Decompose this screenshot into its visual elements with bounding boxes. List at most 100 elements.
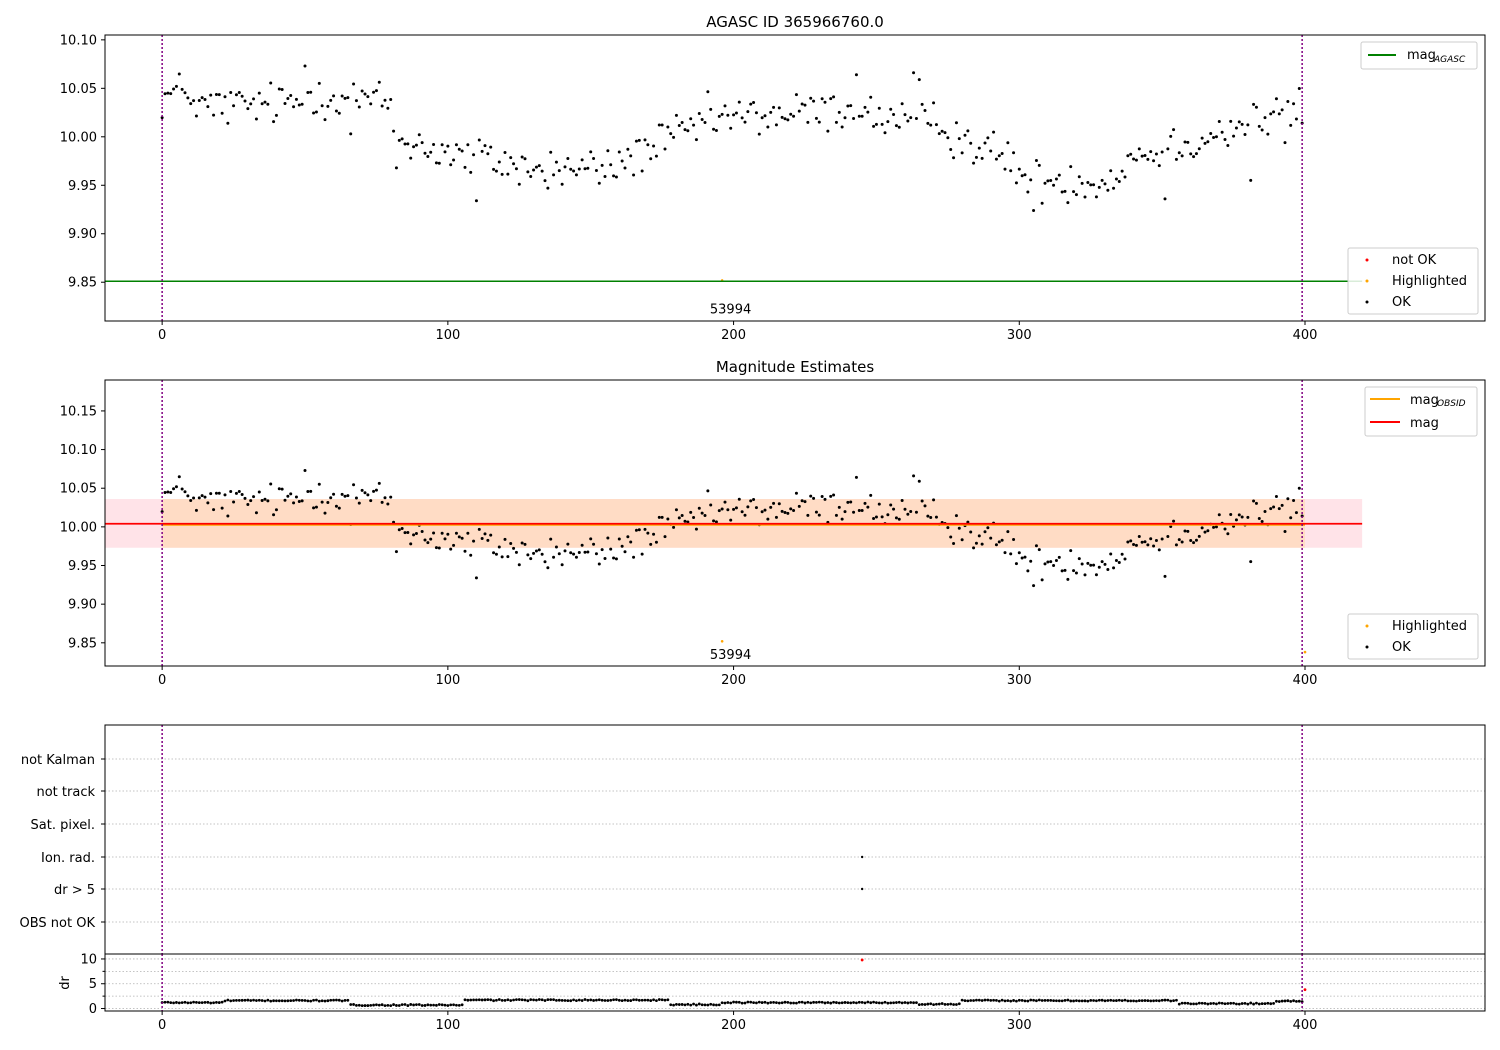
ok-point: [306, 490, 310, 493]
ok-point: [1043, 562, 1047, 566]
dr-point: [615, 998, 618, 1002]
dr-point: [817, 1000, 821, 1004]
ok-point: [457, 535, 461, 539]
ok-point: [737, 100, 741, 104]
ok-point: [1160, 150, 1164, 154]
ok-point: [629, 154, 633, 158]
ok-point: [177, 475, 181, 479]
dr-point: [1223, 1002, 1227, 1006]
ok-point: [720, 507, 724, 511]
ok-point: [934, 123, 938, 127]
ok-point: [1214, 135, 1218, 139]
ok-point: [972, 546, 976, 550]
ok-point: [423, 151, 427, 155]
dr-point: [837, 1001, 841, 1005]
dr-point: [1115, 999, 1118, 1002]
ok-point: [483, 144, 487, 148]
dr-point: [406, 1004, 410, 1007]
ok-point: [694, 527, 698, 531]
x-tick-label: 200: [721, 673, 746, 688]
ok-point: [1077, 175, 1081, 179]
ok-point: [760, 510, 764, 514]
ok-point: [214, 93, 218, 97]
dr-point: [815, 1000, 818, 1004]
ok-point: [654, 154, 658, 158]
dr-point: [960, 998, 964, 1002]
dr-point: [535, 998, 538, 1002]
ok-point: [1263, 116, 1267, 120]
dr-point: [723, 1001, 727, 1005]
ok-point: [1120, 169, 1124, 173]
dr-point: [1009, 999, 1013, 1003]
y-tick-label: 10.10: [60, 443, 97, 458]
ok-point: [1126, 540, 1130, 544]
ok-point: [200, 96, 204, 100]
ok-point: [700, 511, 704, 515]
dr-point: [1295, 999, 1298, 1003]
ok-point: [983, 141, 987, 145]
ok-point: [1294, 511, 1298, 515]
dr-point: [1260, 1002, 1264, 1006]
dr-point: [849, 1001, 853, 1005]
dr-point: [826, 1001, 830, 1004]
dr-point: [232, 999, 235, 1002]
ok-point: [212, 113, 216, 117]
ok-point: [806, 120, 810, 124]
dr-point: [240, 998, 244, 1002]
dr-points: [160, 958, 1307, 1008]
ok-point: [1112, 186, 1116, 190]
dr-point: [689, 1003, 693, 1007]
ok-point: [757, 132, 761, 136]
dr-point: [1135, 999, 1138, 1003]
ok-point: [680, 513, 684, 517]
dr-point: [277, 999, 281, 1003]
ok-point: [1209, 131, 1213, 135]
ok-point: [1074, 571, 1078, 575]
ok-point: [454, 143, 458, 147]
ok-point: [1206, 529, 1210, 533]
dr-point: [629, 999, 633, 1002]
dr-point: [940, 1002, 944, 1005]
ok-point: [809, 494, 813, 498]
ok-point: [1240, 515, 1244, 519]
dr-point: [1266, 1001, 1270, 1005]
dr-point: [206, 1000, 210, 1004]
ok-point: [546, 566, 550, 570]
ok-point: [849, 104, 853, 108]
ok-point: [1263, 510, 1267, 514]
plot-frame: [104, 34, 1486, 322]
ok-point: [277, 87, 281, 91]
ok-point: [903, 113, 907, 117]
ok-point: [1203, 530, 1207, 534]
ok-point: [989, 536, 993, 540]
ok-point: [823, 100, 827, 104]
ok-point: [977, 534, 981, 538]
dr-point: [935, 1002, 938, 1006]
ok-point: [694, 138, 698, 142]
ok-point: [457, 147, 461, 151]
ok-point: [614, 557, 618, 561]
plot-frame: [104, 953, 1486, 1012]
ok-point: [812, 496, 816, 500]
ok-point: [620, 159, 624, 163]
ok-point: [809, 96, 813, 100]
dr-point: [609, 998, 613, 1002]
dr-not-ok-point: [1303, 988, 1307, 992]
dr-point: [1206, 1002, 1210, 1006]
dr-point: [386, 1003, 390, 1007]
flag-label-dr-gt-5: dr > 5: [54, 883, 95, 898]
ok-point: [1229, 513, 1233, 517]
ok-point: [1112, 566, 1116, 570]
ok-point: [366, 493, 370, 497]
ok-point: [780, 115, 784, 119]
dr-point: [1257, 1002, 1261, 1006]
ok-point: [1189, 538, 1193, 542]
ok-point: [897, 125, 901, 129]
dr-point: [372, 1003, 375, 1007]
ok-point: [849, 500, 853, 504]
ok-point: [740, 510, 744, 514]
dr-point: [312, 998, 315, 1002]
ok-point: [920, 499, 924, 503]
ok-point: [994, 543, 998, 547]
ok-point: [769, 110, 773, 114]
